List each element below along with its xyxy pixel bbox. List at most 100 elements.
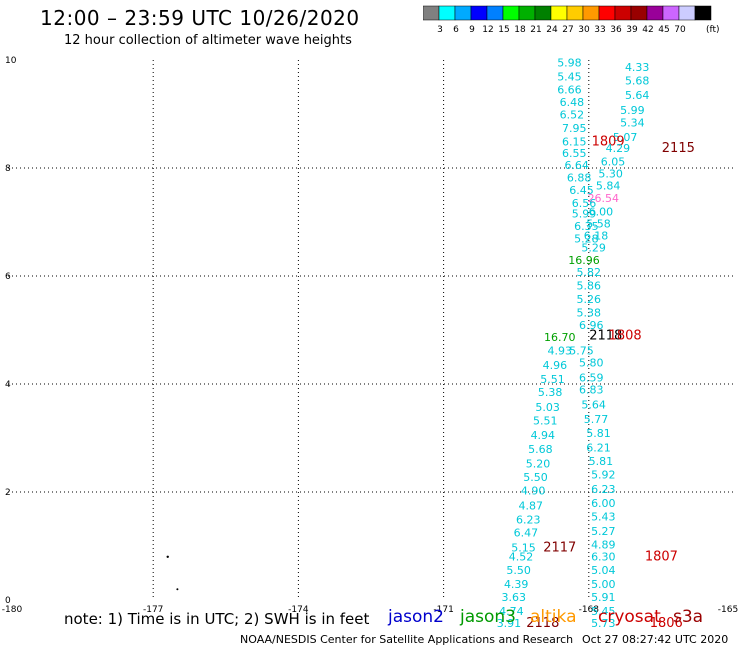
island-dot (166, 555, 169, 558)
swh-label: 5.43 (591, 511, 616, 524)
swh-label: 6.52 (560, 108, 585, 121)
colorbar-label: 18 (514, 25, 526, 35)
swh-label: 6.05 (601, 155, 626, 168)
swh-label: 5.84 (596, 180, 621, 193)
swh-label: 6.18 (584, 229, 609, 242)
colorbar-label: 70 (674, 25, 686, 35)
colorbar-label: 12 (482, 25, 493, 35)
swh-label: 5.50 (506, 564, 531, 577)
swh-label: 5.15 (511, 541, 536, 554)
swh-label: 6.00 (591, 497, 616, 510)
lat-lon-grid (8, 60, 734, 600)
swh-label: 5.27 (591, 525, 616, 538)
y-tick-label: 10 (5, 56, 17, 66)
swh-label: 5.26 (577, 293, 602, 306)
swh-label: 5.68 (625, 74, 650, 87)
swh-label: 5.04 (591, 564, 616, 577)
footer-timestamp: Oct 27 08:27:42 UTC 2020 (582, 633, 729, 646)
legend-jason3: jason3 (460, 607, 516, 627)
x-tick-label: -168 (579, 605, 600, 615)
swh-label: 5.29 (581, 242, 606, 255)
swh-label: 6.64 (564, 159, 589, 172)
colorbar-label: 24 (546, 25, 558, 35)
swh-label: 6.96 (579, 319, 604, 332)
swh-label: 16.70 (544, 331, 576, 344)
y-tick-label: 6 (5, 272, 11, 282)
map-subtitle: 12 hour collection of altimeter wave hei… (64, 33, 352, 48)
legend-altika: altika (530, 607, 577, 627)
swh-label: 6.23 (591, 483, 616, 496)
swh-label: 5.45 (591, 605, 616, 618)
colorbar-label: 15 (498, 25, 509, 35)
colorbar-label: 45 (658, 25, 669, 35)
legend-s3a: s3a (673, 607, 704, 627)
pass-time-label: 1809 (592, 134, 625, 149)
swh-label: 5.38 (538, 386, 563, 399)
island-dot (176, 588, 179, 591)
x-tick-label: -174 (288, 605, 309, 615)
swh-label: 6.23 (516, 513, 541, 526)
swh-label: 26.54 (588, 192, 620, 205)
swh-label: 6.66 (557, 83, 582, 96)
swh-label: 6.59 (579, 371, 604, 384)
swh-label: 5.91 (591, 591, 616, 604)
swh-label: 5.20 (526, 458, 551, 471)
legend-cryosat: cryosat (598, 607, 661, 627)
pass-time-label: 2115 (662, 141, 695, 156)
swh-label: 5.68 (528, 443, 553, 456)
map-extras (166, 555, 179, 591)
swh-label: 6.00 (589, 206, 614, 219)
units-note: note: 1) Time is in UTC; 2) SWH is in fe… (64, 610, 370, 628)
swh-label: 6.83 (579, 384, 604, 397)
swh-label: 5.30 (598, 168, 623, 181)
y-tick-label: 2 (5, 488, 11, 498)
swh-label: 5.99 (620, 104, 645, 117)
swh-label: 5.92 (591, 469, 616, 482)
axis-ticks: -180 -177 -174 -171 -168 -165 0 2 4 6 8 10 (2, 56, 738, 615)
swh-label: 4.93 (548, 344, 573, 357)
swh-label: 5.51 (533, 415, 558, 428)
swh-label: 6.21 (586, 442, 611, 455)
swh-label: 5.00 (591, 578, 616, 591)
legend-jason2: jason2 (388, 607, 444, 627)
colorbar-unit: (ft) (706, 25, 720, 35)
swh-label: 4.90 (521, 485, 546, 498)
pass-time-label: 2117 (543, 540, 576, 555)
swh-label: 6.56 (572, 197, 597, 210)
swh-label: 4.39 (504, 578, 529, 591)
swh-label: 6.48 (560, 96, 585, 109)
x-tick-label: -180 (2, 605, 23, 615)
x-tick-label: -177 (143, 605, 163, 615)
swh-label: 6.15 (562, 135, 587, 148)
swh-label: 4.87 (518, 499, 543, 512)
footer-credit: NOAA/NESDIS Center for Satellite Applica… (240, 633, 574, 646)
x-tick-label: -171 (433, 605, 453, 615)
swh-label: 5.80 (579, 357, 604, 370)
colorbar-label: 30 (578, 25, 590, 35)
wave-height-colorbar: 3 6 9 12 15 18 21 24 27 30 33 36 39 42 45 70 (ft) (423, 5, 720, 35)
swh-label: 4.52 (509, 551, 534, 564)
swh-label: 3.63 (502, 591, 527, 604)
swh-label: 5.28 (574, 233, 599, 246)
swh-label: 5.64 (625, 89, 650, 102)
colorbar-label: 39 (626, 25, 638, 35)
swh-label: 5.07 (613, 131, 638, 144)
colorbar-label: 27 (562, 25, 573, 35)
swh-label: 5.34 (620, 116, 645, 129)
swh-label: 5.51 (540, 373, 565, 386)
swh-label: 4.29 (606, 142, 631, 155)
swh-label: 5.50 (523, 471, 548, 484)
colorbar-label: 33 (594, 25, 605, 35)
swh-label: 4.33 (625, 61, 650, 74)
colorbar-label: 21 (530, 25, 541, 35)
swh-label: 5.81 (589, 455, 614, 468)
swh-label: 5.03 (535, 401, 560, 414)
swh-label: 4.89 (591, 539, 616, 552)
swh-label: 7.95 (562, 122, 587, 135)
swh-label: 5.45 (557, 71, 582, 84)
pass-time-label: 2118 (526, 616, 559, 631)
swh-label: 6.47 (514, 526, 539, 539)
swh-label: 4.74 (499, 605, 524, 618)
swh-label: 16.96 (568, 254, 600, 267)
